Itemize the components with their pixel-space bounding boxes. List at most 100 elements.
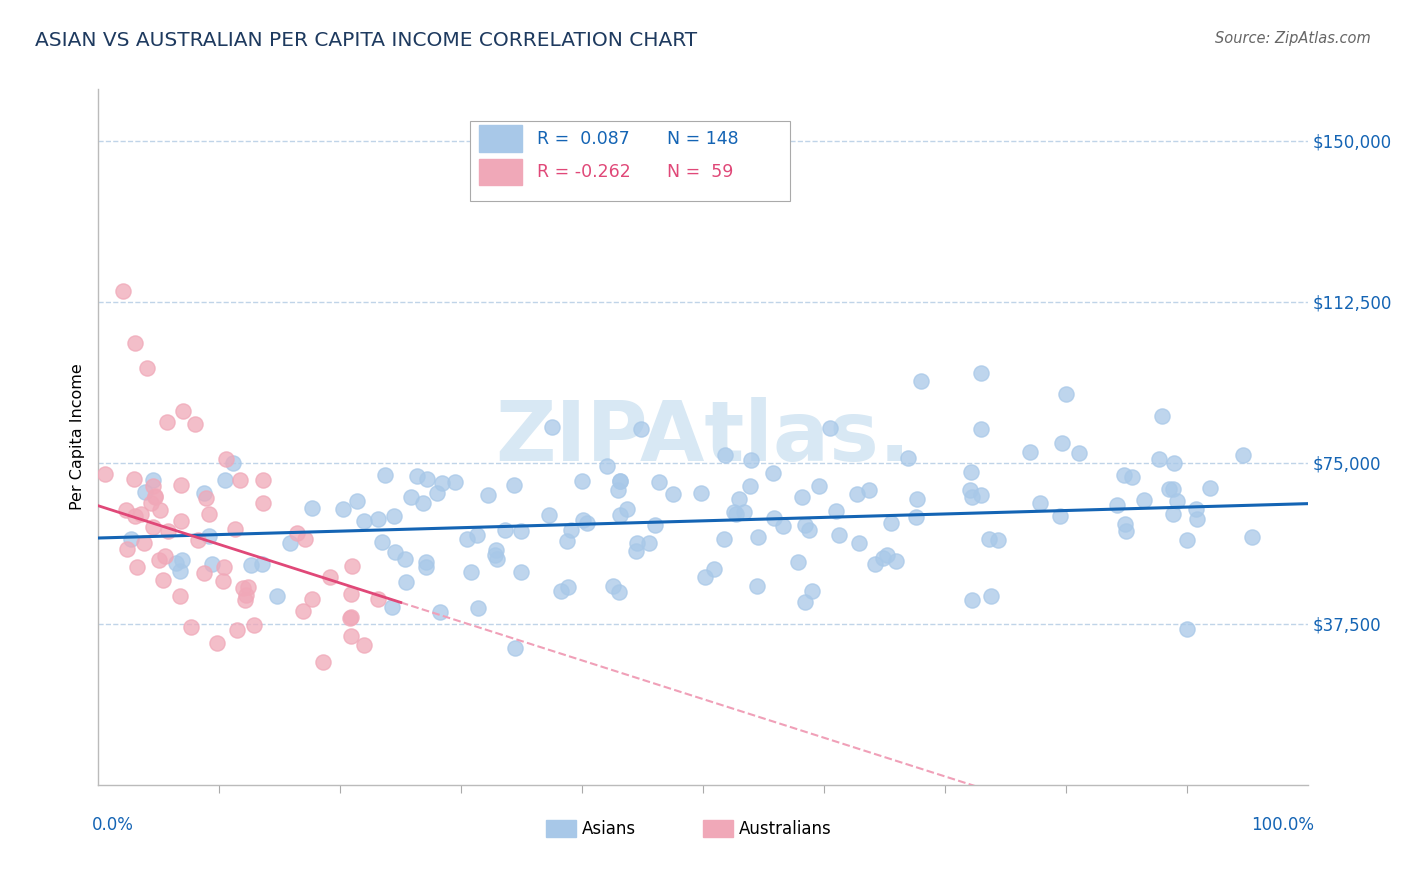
Point (761, 466, 783, 480)
Point (555, 534, 578, 549)
Point (152, 573, 174, 587)
Point (572, 513, 595, 527)
Point (1112, 467, 1135, 482)
Point (607, 483, 630, 498)
Point (576, 516, 599, 530)
Point (465, 528, 488, 542)
Point (143, 489, 166, 503)
Point (184, 417, 207, 432)
Point (740, 479, 762, 493)
Point (384, 544, 406, 558)
Point (970, 422, 993, 436)
Point (292, 604, 315, 618)
Point (690, 485, 713, 500)
Point (807, 479, 830, 493)
Point (340, 609, 363, 624)
Point (824, 504, 846, 518)
Point (747, 530, 769, 544)
Point (172, 552, 194, 566)
Point (124, 472, 146, 486)
Point (905, 491, 928, 506)
Point (509, 566, 531, 580)
Point (616, 502, 638, 516)
Point (214, 473, 236, 487)
Point (787, 555, 810, 569)
Point (120, 532, 142, 546)
Point (987, 533, 1010, 547)
Point (560, 524, 582, 538)
Point (1187, 512, 1209, 526)
Point (477, 488, 499, 502)
Point (346, 493, 368, 508)
Point (129, 507, 152, 521)
Point (794, 518, 817, 533)
Text: 100.0%: 100.0% (1250, 816, 1313, 834)
Point (626, 536, 648, 550)
Point (332, 502, 354, 516)
Point (165, 556, 187, 570)
Point (285, 525, 308, 540)
Point (193, 485, 215, 500)
Point (232, 581, 254, 595)
Point (662, 487, 685, 501)
Point (848, 536, 870, 550)
Point (609, 508, 631, 522)
Point (876, 549, 898, 563)
Point (415, 559, 437, 574)
Point (198, 529, 221, 543)
Point (695, 570, 717, 584)
Text: 0.0%: 0.0% (93, 816, 134, 834)
Point (794, 595, 817, 609)
Point (1161, 507, 1184, 521)
Point (1152, 409, 1174, 423)
Point (142, 479, 165, 493)
Point (117, 542, 139, 557)
Point (250, 558, 273, 572)
Point (142, 473, 165, 487)
Point (194, 491, 217, 506)
Point (537, 508, 560, 523)
Point (444, 475, 467, 489)
Point (1115, 524, 1137, 538)
Text: Asians: Asians (582, 820, 636, 838)
Point (970, 366, 993, 380)
Point (818, 421, 841, 435)
Point (429, 605, 451, 619)
Point (509, 524, 531, 539)
Point (897, 451, 920, 466)
Point (201, 558, 224, 572)
Point (367, 592, 389, 607)
Point (301, 591, 323, 606)
Point (207, 636, 229, 650)
Point (1018, 445, 1040, 459)
Bar (703, 820, 734, 837)
Point (426, 486, 449, 500)
Point (1166, 494, 1188, 508)
Point (339, 611, 361, 625)
Point (319, 570, 342, 584)
Point (962, 490, 984, 504)
Point (139, 495, 162, 509)
Point (127, 559, 149, 574)
Point (381, 600, 404, 615)
Point (970, 488, 993, 502)
Point (148, 553, 170, 567)
Bar (546, 820, 576, 837)
FancyBboxPatch shape (470, 120, 790, 201)
Point (1161, 482, 1184, 496)
Point (703, 562, 725, 576)
Point (399, 490, 422, 504)
Point (503, 478, 526, 492)
Point (371, 535, 394, 549)
Point (157, 524, 180, 538)
Point (541, 420, 564, 434)
Point (607, 584, 630, 599)
Bar (479, 126, 522, 152)
Point (215, 451, 238, 466)
Point (872, 551, 894, 566)
Point (197, 507, 219, 521)
Text: ZIPAtlas.: ZIPAtlas. (495, 397, 911, 477)
Point (745, 579, 768, 593)
Point (910, 374, 932, 388)
Point (124, 335, 146, 350)
